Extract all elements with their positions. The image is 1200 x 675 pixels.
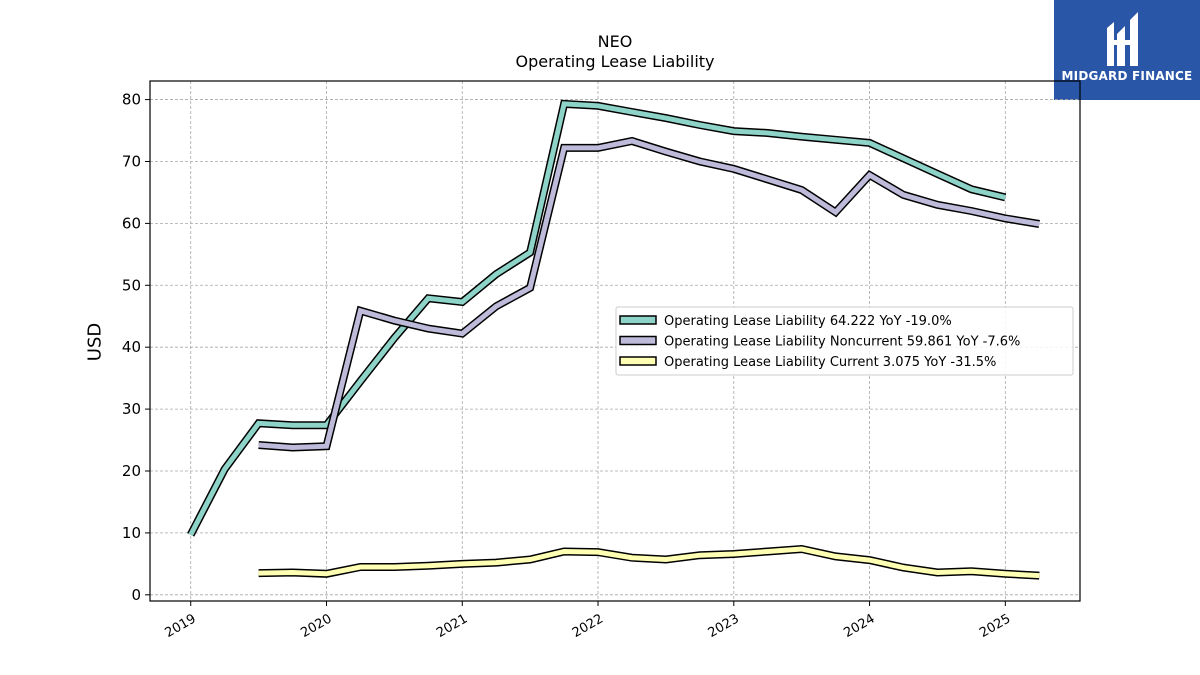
legend-label-1: Operating Lease Liability 64.222 YoY -19… [664,314,952,329]
chart-title: NEO [597,32,633,51]
y-tick-label: 30 [122,400,141,418]
series-line-outline-2 [258,136,1040,452]
x-tick-label: 2022 [570,611,606,641]
y-tick-label: 70 [122,152,141,170]
brand-name: MIDGARD FINANCE [1061,69,1193,83]
series-line-2 [258,138,1040,451]
legend-label-2: Operating Lease Liability Noncurrent 59.… [664,335,1020,350]
x-tick-label: 2025 [977,611,1013,641]
plot-frame [149,80,1081,602]
y-tick-label: 50 [122,276,141,294]
legend-box [615,306,1074,376]
legend-swatch-1 [619,315,657,325]
y-tick-label: 10 [122,524,141,542]
series-line-1 [188,101,1006,536]
chart-subtitle: Operating Lease Liability [515,52,715,71]
y-tick-label: 60 [122,214,141,232]
x-tick-label: 2021 [434,611,470,641]
legend-label-3: Operating Lease Liability Current 3.075 … [664,355,996,370]
series-line-3 [258,546,1040,579]
x-tick-label: 2024 [841,611,877,641]
legend-swatch-2 [619,335,657,346]
legend-swatch-3 [619,356,657,366]
x-tick-label: 2020 [298,611,334,641]
y-tick-label: 40 [122,338,141,356]
brand-logo: MIDGARD FINANCE [1054,0,1200,100]
y-tick-label: 0 [131,586,141,604]
y-tick-label: 80 [122,91,141,109]
x-tick-label: 2023 [706,611,742,641]
y-tick-label: 20 [122,462,141,480]
logo-mark-icon [1107,12,1138,66]
x-tick-label: 2019 [163,611,199,641]
